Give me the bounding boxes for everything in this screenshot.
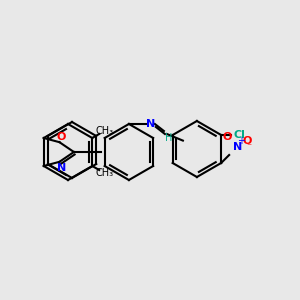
Text: O: O <box>242 136 252 146</box>
Text: ⁻: ⁻ <box>247 142 252 152</box>
Text: O: O <box>57 132 66 142</box>
Text: O: O <box>223 132 232 142</box>
Text: N: N <box>146 119 155 129</box>
Text: CH₃: CH₃ <box>95 168 113 178</box>
Text: N: N <box>232 142 242 152</box>
Text: CH₃: CH₃ <box>95 126 113 136</box>
Text: Cl: Cl <box>233 130 245 140</box>
Text: H: H <box>165 133 172 143</box>
Text: N: N <box>57 163 66 173</box>
Text: +: + <box>237 136 245 146</box>
